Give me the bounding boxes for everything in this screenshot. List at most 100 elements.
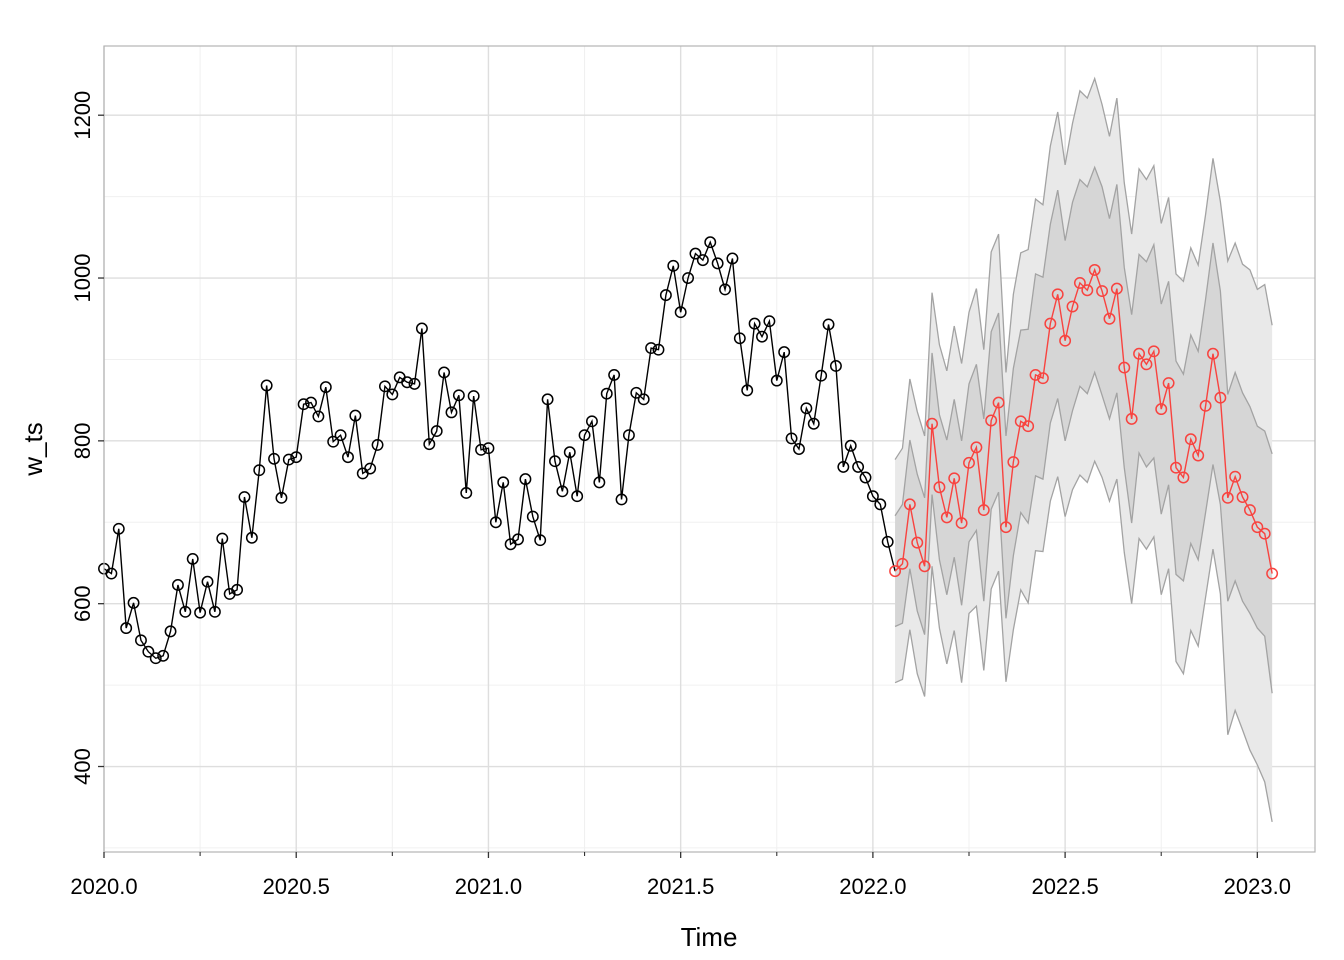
observed-point [327,435,340,448]
x-tick-label: 2021.5 [647,874,714,899]
forecast-point [1140,358,1153,371]
interval-hi80-edge [894,165,1273,517]
x-tick-label: 2020.0 [70,874,137,899]
observed-point [512,533,524,546]
observed-point [423,438,436,451]
observed-point [282,453,295,466]
forecast-point [1125,412,1138,425]
observed-point [837,460,850,473]
forecast-point [940,511,953,524]
observed-point [556,485,569,498]
observed-point [157,649,170,662]
observed-point [371,438,384,451]
interval-hi95-edge [894,76,1273,460]
observed-point [630,386,643,399]
forecast-point [985,414,998,427]
forecast-point [926,417,938,430]
observed-point [142,645,155,658]
observed-point [275,491,288,504]
interval-95-band [895,78,1273,822]
forecast-point [1244,504,1256,517]
forecast-point [896,557,909,570]
observed-point [105,567,118,580]
forecast-point [977,504,990,517]
interval-80-band [895,167,1273,694]
observed-point [415,322,428,335]
forecast-point [1199,399,1212,412]
observed-point [216,532,229,545]
observed-point [696,254,709,267]
forecast-point [992,396,1005,409]
observed-point [793,443,805,455]
observed-point [733,332,746,345]
observed-point [652,343,665,356]
forecast-point [1155,403,1168,416]
observed-point [349,409,362,422]
observed-point [164,625,177,638]
observed-point [171,579,184,591]
observed-point [578,429,591,442]
x-tick-label: 2022.5 [1031,874,1098,899]
observed-point [497,476,510,489]
forecast-point [1066,300,1079,313]
observed-point [201,575,214,588]
observed-point [312,410,325,423]
observed-point [482,442,495,455]
observed-point [689,247,702,260]
observed-point [305,396,317,409]
observed-point [593,476,606,489]
forecast-point [1088,263,1101,276]
observed-point [726,252,739,265]
forecast-point [911,536,924,549]
observed-point [430,425,443,438]
axes: 2020.0 2020.5 2021.0 2021.5 2022.0 2022.5 2023… [70,91,1291,899]
observed-point [800,402,813,415]
forecast-point [1251,521,1264,534]
forecast-point [918,560,931,573]
observed-point [756,330,768,343]
observed-point [386,388,399,401]
observed-point [748,317,761,330]
observed-point [378,380,391,393]
observed-point [682,272,695,284]
forecast-point [948,472,961,485]
observed-point [866,490,879,503]
observed-point [149,652,162,665]
forecast-point [1147,345,1160,358]
observed-point [600,387,613,400]
observed-point [120,622,133,635]
observed-point [127,596,140,609]
y-axis-title: w_ts [18,422,48,476]
observed-point [608,368,621,381]
observed-point [822,318,835,331]
observed-point [785,432,798,445]
observed-point [112,522,125,535]
forecast-point [889,565,902,578]
x-tick-label: 2022.0 [839,874,906,899]
observed-point [297,398,310,411]
observed-point [319,381,332,394]
observed-point [778,346,791,359]
forecast-point [1000,521,1012,534]
forecast-point [1266,567,1279,580]
forecast-point [1162,377,1175,389]
observed-point [245,531,258,544]
forecast-intervals [894,76,1273,822]
forecast-point [1044,317,1057,330]
observed-point [667,259,680,272]
observed-point [334,429,347,442]
x-tick-label: 2020.5 [263,874,330,899]
forecast-point [1214,391,1227,404]
observed-point [815,369,828,382]
forecast-point [1059,334,1072,347]
observed-point [408,377,421,390]
observed-point [704,236,717,249]
observed-point [637,393,650,406]
observed-point [489,516,502,529]
forecast-point [1029,368,1042,381]
forecast-point [1236,491,1249,503]
forecast-point [1096,285,1109,298]
forecast-point [1221,491,1234,504]
observed-point [475,443,488,456]
